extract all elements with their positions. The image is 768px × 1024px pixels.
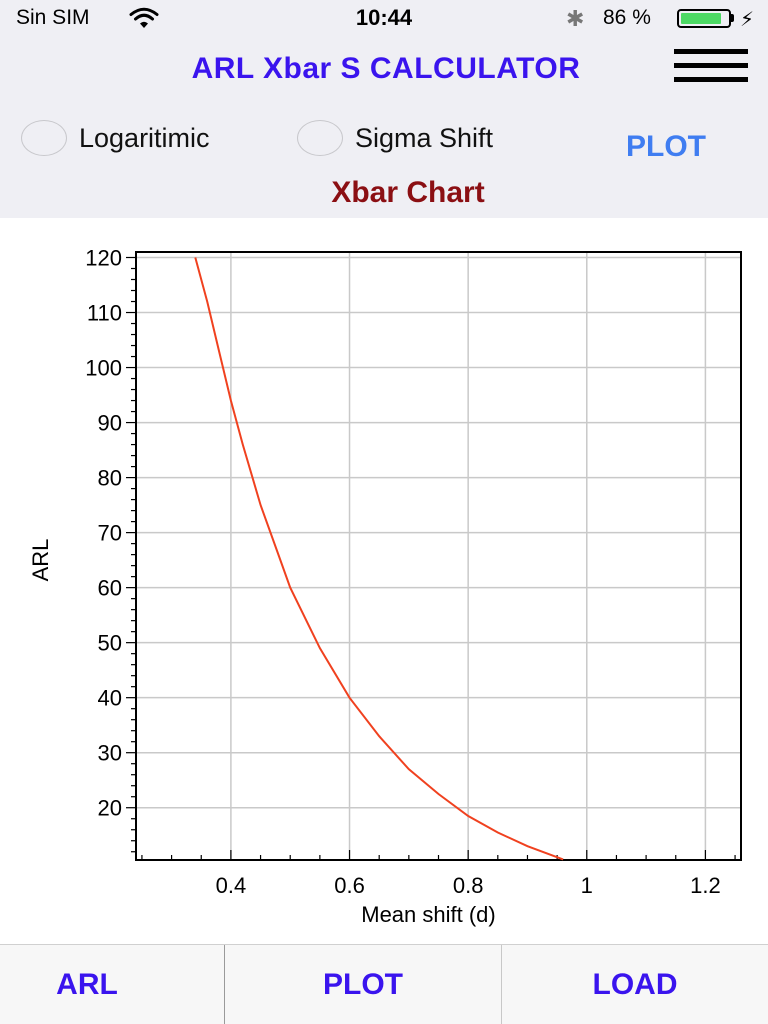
- battery-level: [681, 13, 721, 24]
- series-line: [194, 257, 564, 861]
- y-tick-label: 120: [85, 246, 122, 271]
- chart-title: Xbar Chart: [331, 176, 485, 209]
- y-tick-label: 90: [98, 411, 122, 436]
- y-tick-label: 70: [98, 521, 122, 546]
- y-tick-label: 40: [98, 686, 122, 711]
- y-tick-label: 50: [98, 631, 122, 656]
- charging-icon: ⚡: [740, 9, 755, 31]
- bottom-tab-bar: ARL PLOT LOAD: [0, 944, 768, 1024]
- y-tick-label: 80: [98, 466, 122, 491]
- clock: 10:44: [355, 5, 413, 30]
- battery-icon: [677, 9, 731, 28]
- y-tick-label: 110: [87, 301, 122, 326]
- logaritimic-radio[interactable]: Logaritimic: [21, 120, 210, 156]
- y-tick-label: 30: [98, 741, 122, 766]
- status-bar: Sin SIM 10:44 ✱ 86 % ⚡: [0, 0, 768, 36]
- battery-tip: [731, 14, 734, 22]
- chart-background: [0, 218, 768, 944]
- x-tick-label: 0.6: [334, 873, 365, 898]
- hamburger-menu-icon[interactable]: [672, 46, 750, 88]
- y-tick-label: 60: [98, 576, 122, 601]
- y-tick-label: 20: [98, 796, 122, 821]
- x-tick-label: 0.8: [453, 873, 484, 898]
- y-tick-label: 100: [85, 356, 122, 381]
- x-tick-label: 1.2: [690, 873, 721, 898]
- radio-circle-icon[interactable]: [297, 120, 343, 156]
- battery-percent: 86 %: [603, 6, 651, 29]
- app-title: ARL Xbar S CALCULATOR: [191, 52, 581, 85]
- logaritimic-label: Logaritimic: [79, 122, 210, 153]
- tab-arl[interactable]: ARL: [0, 945, 225, 1024]
- x-tick-label: 0.4: [216, 873, 247, 898]
- options-row: Logaritimic Sigma Shift PLOT: [0, 116, 768, 166]
- tab-plot[interactable]: PLOT: [225, 945, 502, 1024]
- sigma-shift-label: Sigma Shift: [355, 122, 494, 153]
- carrier-label: Sin SIM: [16, 6, 90, 29]
- chart-area: 0.4 0.6 0.8 1 1.2 20 30 40 50 60 70 80 90 100 110 120 Me…: [0, 218, 768, 944]
- sigma-shift-radio[interactable]: Sigma Shift: [297, 120, 493, 156]
- radio-circle-icon[interactable]: [21, 120, 67, 156]
- header: ARL Xbar S CALCULATOR Logaritimic Sigma …: [0, 36, 768, 218]
- arl-chart: 0.4 0.6 0.8 1 1.2 20 30 40 50 60 70 80 90 100 110 120 Me…: [0, 218, 768, 944]
- plot-frame: [135, 251, 742, 861]
- plot-button[interactable]: PLOT: [626, 130, 706, 163]
- tab-load[interactable]: LOAD: [592, 968, 678, 1001]
- x-tick-label: 1: [581, 873, 593, 898]
- wifi-icon: [129, 7, 159, 28]
- x-axis-label: Mean shift (d): [361, 902, 496, 927]
- y-axis-label: ARL: [28, 539, 53, 582]
- bluetooth-icon: ✱: [566, 6, 585, 31]
